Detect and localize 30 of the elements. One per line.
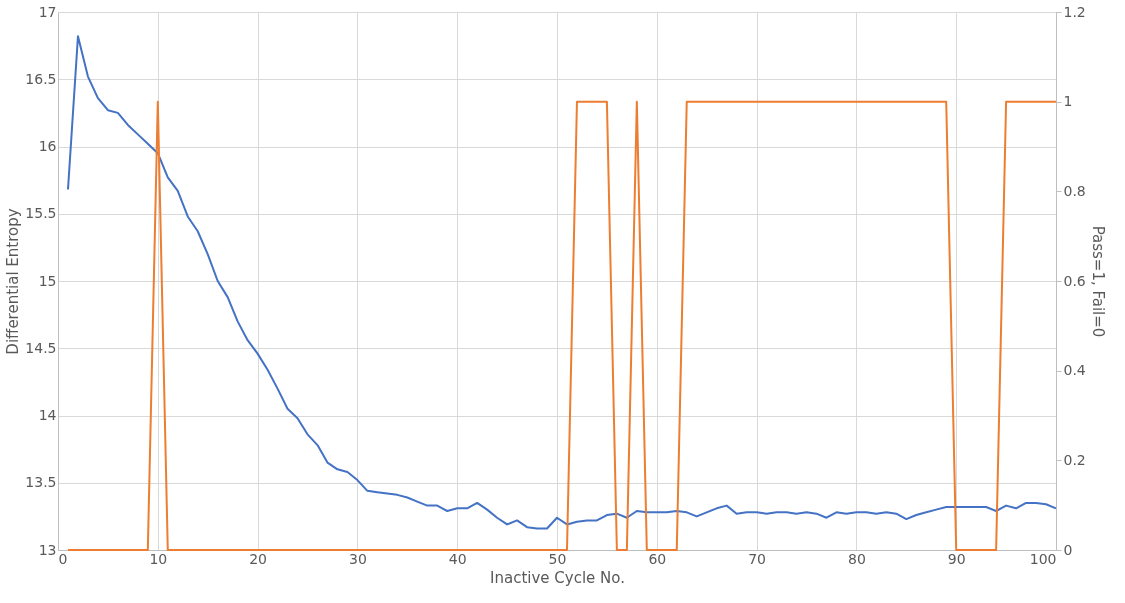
x-tick-label: 90 [947, 550, 966, 567]
x-tick-label: 70 [748, 550, 767, 567]
x-tick-label: 80 [847, 550, 866, 567]
x-tick-label: 60 [648, 550, 667, 567]
y-tick-label: 16.5 [25, 70, 57, 87]
x-tick-label: 30 [348, 550, 367, 567]
y2-tick-label: 1.2 [1063, 3, 1086, 20]
y-tick-label: 15.5 [25, 205, 57, 222]
y2-tick-label: 0.4 [1063, 362, 1086, 379]
y-tick-label: 14.5 [25, 339, 57, 356]
y-tick-label: 16 [38, 138, 57, 154]
x-tick-label: 40 [448, 550, 467, 567]
x-tick-label: 10 [149, 550, 168, 567]
line-series [66, 35, 1057, 530]
y2-axis-title: Pass=1, Fail=0 [1088, 225, 1107, 338]
y2-tick-label: 1 [1063, 93, 1073, 110]
y-tick-label: 17 [38, 3, 57, 20]
x-axis-title: Inactive Cycle No. [490, 568, 625, 587]
y-axis-title: Differential Entropy [4, 208, 23, 355]
y2-tick-label: 0.6 [1063, 272, 1086, 289]
y-tick-label: 15 [38, 272, 57, 289]
x-tick-label: 100 [1029, 550, 1057, 567]
y2-tick-label: 0.2 [1063, 451, 1086, 468]
x-tick-label: 0 [58, 550, 68, 567]
y2-tick-label: 0.8 [1063, 182, 1086, 199]
x-tick-label: 20 [249, 550, 268, 567]
y-tick-label: 14 [38, 407, 57, 423]
y-tick-label: 13.5 [25, 474, 57, 491]
y-tick-label: 13 [38, 541, 57, 558]
x-tick-label: 50 [548, 550, 567, 567]
